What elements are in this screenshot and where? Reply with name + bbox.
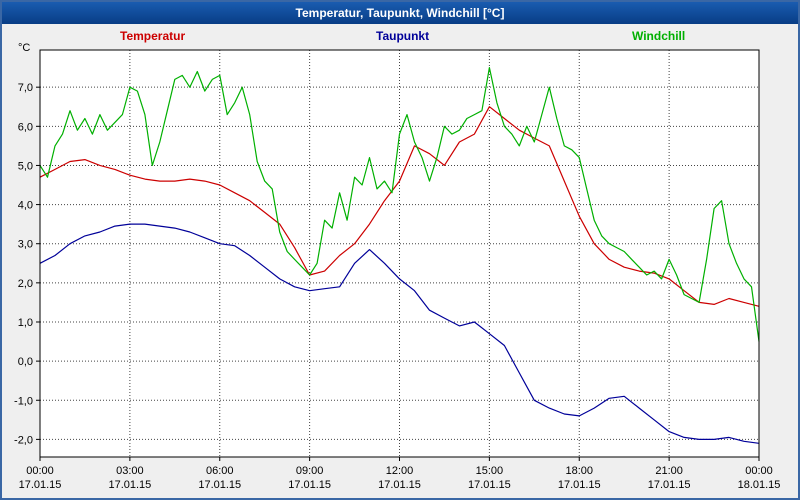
legend-taupunkt: Taupunkt	[376, 29, 430, 43]
y-tick-label: 0,0	[18, 356, 33, 368]
series-line-windchill	[39, 66, 760, 342]
chart-title: Temperatur, Taupunkt, Windchill [°C]	[295, 6, 505, 20]
x-tick-time-label: 09:00	[296, 465, 324, 477]
legend-temperatur: Temperatur	[120, 29, 186, 43]
x-tick-time-label: 21:00	[655, 465, 683, 477]
x-tick-time-label: 15:00	[476, 465, 504, 477]
x-tick-date-label: 17.01.15	[19, 479, 62, 491]
grid-lines	[40, 50, 759, 457]
x-tick-date-label: 17.01.15	[378, 479, 421, 491]
plot-border	[39, 49, 760, 458]
y-tick-label: -2,0	[14, 434, 33, 446]
x-tick-time-label: 03:00	[116, 465, 144, 477]
y-tick-label: 6,0	[18, 121, 33, 133]
series-line-temperatur	[39, 106, 760, 307]
series-line-taupunkt	[39, 223, 760, 444]
x-tick-date-label: 17.01.15	[198, 479, 241, 491]
x-tick-time-label: 12:00	[386, 465, 414, 477]
x-tick-date-label: 18.01.15	[738, 479, 781, 491]
y-axis-unit-label: °C	[18, 42, 31, 54]
y-tick-label: 5,0	[18, 160, 33, 172]
x-tick-time-label: 18:00	[565, 465, 593, 477]
y-tick-label: 3,0	[18, 239, 33, 251]
x-axis-labels: 00:00 17.01.15 03:00 17.01.15 06:00 17.01.15 0…	[19, 465, 781, 491]
legend-windchill: Windchill	[632, 29, 686, 43]
y-tick-label: 7,0	[18, 82, 33, 94]
y-tick-label: -1,0	[14, 395, 33, 407]
x-tick-date-label: 17.01.15	[558, 479, 601, 491]
x-tick-date-label: 17.01.15	[108, 479, 151, 491]
y-axis-labels: 7,0 6,0 5,0 4,0 3,0 2,0 1,0 0,0 -1,0 -2,0	[14, 82, 33, 446]
x-tick-time-label: 00:00	[745, 465, 773, 477]
x-tick-date-label: 17.01.15	[648, 479, 691, 491]
title-bar: Temperatur, Taupunkt, Windchill [°C]	[2, 2, 798, 24]
y-tick-label: 2,0	[18, 278, 33, 290]
x-tick-time-label: 00:00	[26, 465, 54, 477]
x-tick-date-label: 17.01.15	[288, 479, 331, 491]
y-tick-label: 4,0	[18, 200, 33, 212]
axis-ticks	[36, 86, 760, 461]
x-tick-date-label: 17.01.15	[468, 479, 511, 491]
y-tick-label: 1,0	[18, 317, 33, 329]
x-tick-time-label: 06:00	[206, 465, 234, 477]
